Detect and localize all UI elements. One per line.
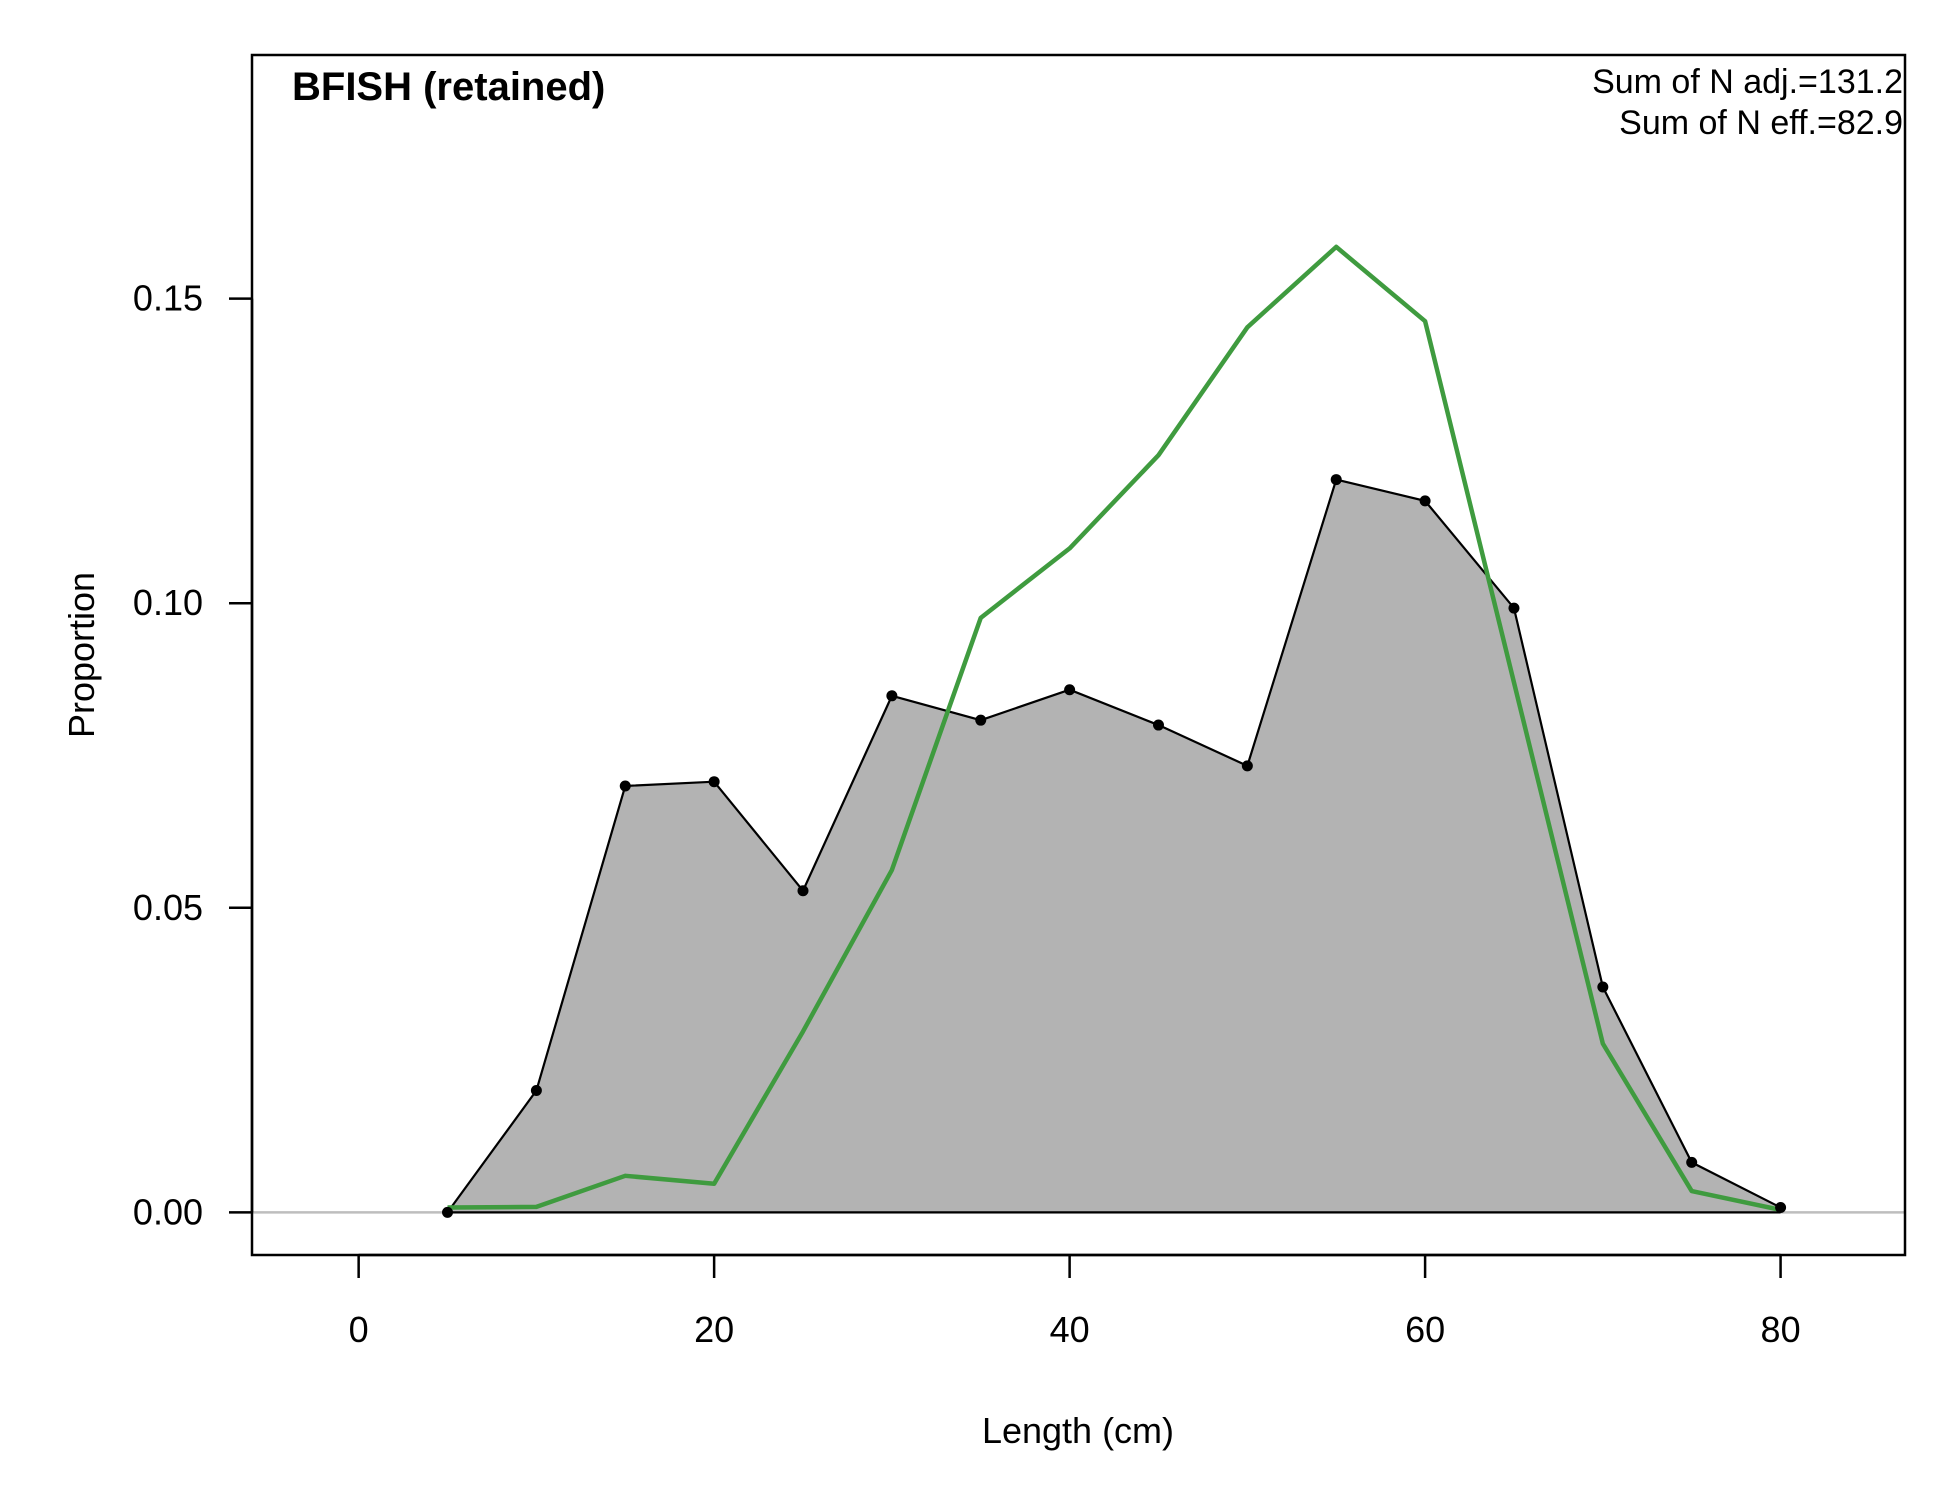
observed-point xyxy=(975,714,987,726)
observed-point xyxy=(797,885,809,897)
observed-points-layer xyxy=(442,474,1787,1218)
y-tick-label: 0.00 xyxy=(133,1191,203,1232)
chart-title: BFISH (retained) xyxy=(292,65,605,109)
observed-point xyxy=(1330,474,1342,486)
y-tick-label: 0.05 xyxy=(133,887,203,928)
observed-point xyxy=(886,690,898,702)
x-axis-label: Length (cm) xyxy=(982,1410,1174,1451)
observed-point xyxy=(1241,760,1253,772)
expected-line xyxy=(447,244,1782,1213)
observed-point xyxy=(1152,719,1164,731)
annotation-n-eff: Sum of N eff.=82.9 xyxy=(1619,104,1903,142)
observed-point xyxy=(1686,1156,1698,1168)
x-tick-label: 60 xyxy=(1405,1309,1445,1350)
observed-point xyxy=(442,1206,454,1218)
observed-point xyxy=(1775,1201,1787,1213)
y-axis-label: Proportion xyxy=(61,572,102,738)
x-tick-label: 0 xyxy=(349,1309,369,1350)
observed-point xyxy=(1419,495,1431,507)
observed-area xyxy=(447,479,1781,1213)
x-axis: 0 20 40 60 80 xyxy=(349,1253,1801,1350)
observed-area-layer xyxy=(446,478,1782,1214)
observed-point xyxy=(708,776,720,788)
observed-point xyxy=(1508,602,1520,614)
observed-point xyxy=(1597,981,1609,993)
x-tick-label: 80 xyxy=(1761,1309,1801,1350)
observed-point xyxy=(530,1085,542,1097)
observed-point xyxy=(619,780,631,792)
expected-line-layer xyxy=(447,244,1782,1213)
annotation-n-adj: Sum of N adj.=131.2 xyxy=(1592,63,1903,101)
y-tick-label: 0.15 xyxy=(133,278,203,319)
observed-line xyxy=(446,478,1782,1214)
y-axis: 0.00 0.05 0.10 0.15 xyxy=(133,278,254,1232)
y-tick-label: 0.10 xyxy=(133,582,203,623)
x-tick-label: 40 xyxy=(1050,1309,1090,1350)
observed-point xyxy=(1064,684,1076,696)
x-tick-label: 20 xyxy=(694,1309,734,1350)
